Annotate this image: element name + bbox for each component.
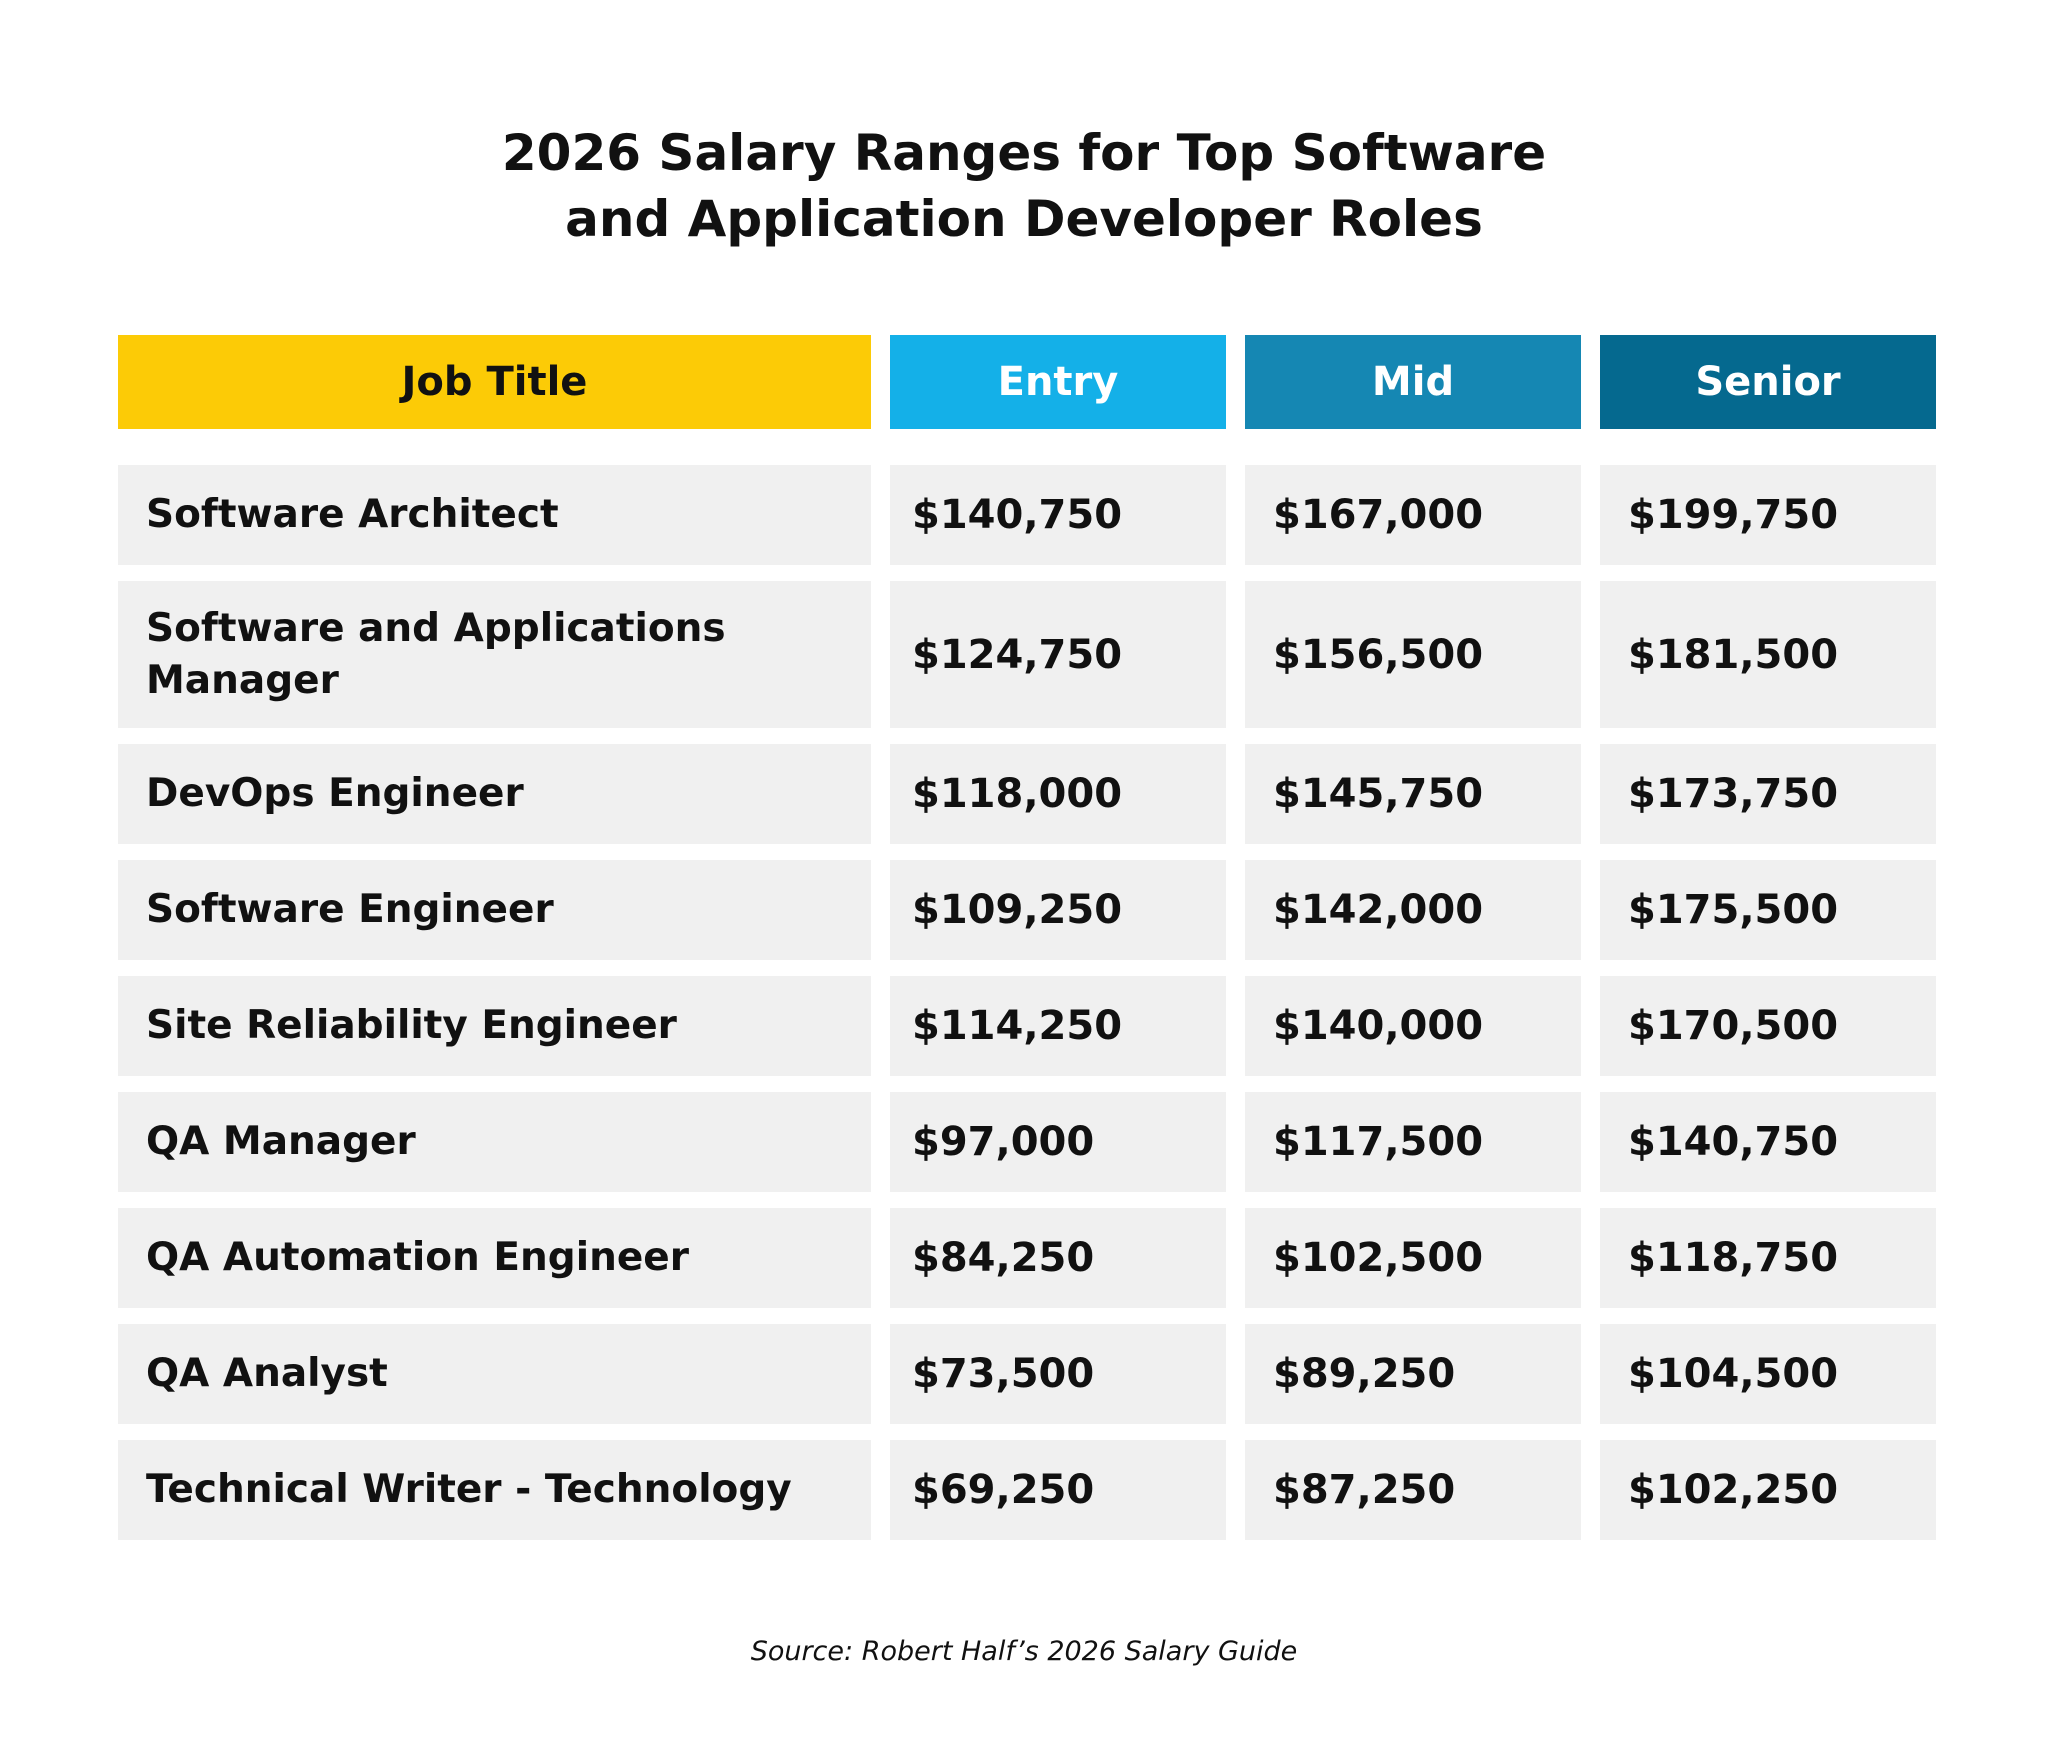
mid-salary-cell: $167,000 [1245,465,1581,565]
title-line-1: 2026 Salary Ranges for Top Software [501,124,1547,182]
mid-salary-cell: $117,500 [1245,1092,1581,1192]
job-title-cell: Technical Writer - Technology [118,1440,871,1540]
job-title-cell: DevOps Engineer [118,744,871,844]
job-title-cell: QA Manager [118,1092,871,1192]
table-row: QA Analyst $73,500 $89,250 $104,500 [118,1324,1936,1424]
mid-salary-cell: $140,000 [1245,976,1581,1076]
table-row: Software Engineer $109,250 $142,000 $175… [118,860,1936,960]
entry-salary-cell: $118,000 [890,744,1226,844]
mid-salary-cell: $145,750 [1245,744,1581,844]
table-header: Job Title Entry Mid Senior [118,335,1936,429]
table-body: Software Architect $140,750 $167,000 $19… [118,465,1936,1540]
table-row: QA Manager $97,000 $117,500 $140,750 [118,1092,1936,1192]
chart-title: 2026 Salary Ranges for Top Software and … [0,120,2048,252]
mid-salary-cell: $142,000 [1245,860,1581,960]
table-row: QA Automation Engineer $84,250 $102,500 … [118,1208,1936,1308]
salary-table: Job Title Entry Mid Senior Software Arch… [118,335,1936,1540]
senior-salary-cell: $140,750 [1600,1092,1936,1192]
job-title-cell: Software Engineer [118,860,871,960]
senior-salary-cell: $181,500 [1600,581,1936,728]
senior-salary-cell: $170,500 [1600,976,1936,1076]
header-entry: Entry [890,335,1226,429]
senior-salary-cell: $199,750 [1600,465,1936,565]
table-row: Technical Writer - Technology $69,250 $8… [118,1440,1936,1540]
table-row: Software and Applications Manager $124,7… [118,581,1936,728]
header-mid: Mid [1245,335,1581,429]
entry-salary-cell: $124,750 [890,581,1226,728]
senior-salary-cell: $173,750 [1600,744,1936,844]
job-title-cell: QA Analyst [118,1324,871,1424]
entry-salary-cell: $69,250 [890,1440,1226,1540]
senior-salary-cell: $102,250 [1600,1440,1936,1540]
table-row: Software Architect $140,750 $167,000 $19… [118,465,1936,565]
senior-salary-cell: $104,500 [1600,1324,1936,1424]
entry-salary-cell: $73,500 [890,1324,1226,1424]
header-senior: Senior [1600,335,1936,429]
header-job-title: Job Title [118,335,871,429]
senior-salary-cell: $175,500 [1600,860,1936,960]
job-title-cell: QA Automation Engineer [118,1208,871,1308]
entry-salary-cell: $97,000 [890,1092,1226,1192]
mid-salary-cell: $89,250 [1245,1324,1581,1424]
table-row: DevOps Engineer $118,000 $145,750 $173,7… [118,744,1936,844]
mid-salary-cell: $102,500 [1245,1208,1581,1308]
entry-salary-cell: $114,250 [890,976,1226,1076]
job-title-cell: Software and Applications Manager [118,581,871,728]
source-note: Source: Robert Half’s 2026 Salary Guide [750,1636,1298,1667]
entry-salary-cell: $84,250 [890,1208,1226,1308]
entry-salary-cell: $109,250 [890,860,1226,960]
job-title-cell: Site Reliability Engineer [118,976,871,1076]
mid-salary-cell: $156,500 [1245,581,1581,728]
table-row: Site Reliability Engineer $114,250 $140,… [118,976,1936,1076]
job-title-cell: Software Architect [118,465,871,565]
entry-salary-cell: $140,750 [890,465,1226,565]
mid-salary-cell: $87,250 [1245,1440,1581,1540]
senior-salary-cell: $118,750 [1600,1208,1936,1308]
title-line-2: and Application Developer Roles [565,190,1483,248]
